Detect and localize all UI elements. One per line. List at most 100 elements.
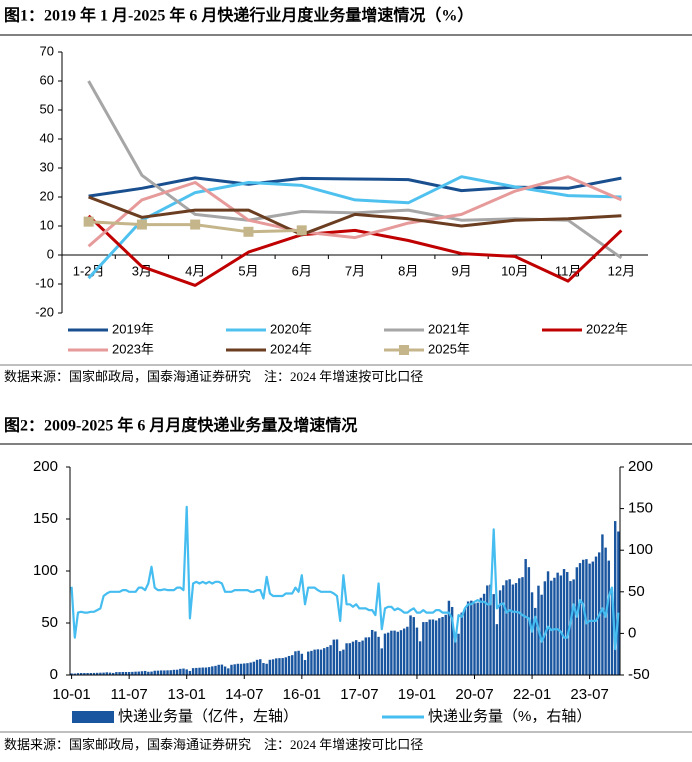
source-note: 数据来源：国家邮政局，国泰海通证券研究 注：2024 年增速按可比口径 [4,369,423,384]
bar [566,572,569,675]
bar [492,594,495,675]
x-tick-label: 10月 [501,263,528,278]
bar [482,593,486,675]
bar [185,669,188,675]
bar [303,660,307,675]
bar [243,663,246,675]
bar [479,597,483,675]
marker [83,216,94,227]
legend-label: 2023年 [112,341,154,356]
bar [217,664,220,675]
x-tick-label: 22-01 [513,686,551,703]
bar [406,626,409,675]
x-tick-label: 12月 [608,263,635,278]
bar [514,583,518,675]
x-tick-label: 4月 [185,263,205,278]
bar [502,585,505,675]
bar [83,673,86,675]
bar [281,658,284,675]
bar [294,651,297,675]
bar [265,663,268,675]
bar [572,579,575,675]
x-tick-label: 1-2月 [73,263,105,278]
bar [380,648,383,675]
bar [166,670,169,675]
bar [156,670,160,675]
bar [601,534,604,675]
bar [127,671,131,675]
x-tick-label: 6月 [292,263,312,278]
bar [438,618,441,675]
bar [323,648,326,675]
bar [70,673,73,675]
marker [136,219,147,230]
x-tick-label: 7月 [345,263,365,278]
bar [508,579,511,675]
y-tick-label: 150 [33,510,58,527]
bar [259,659,262,675]
bar [227,668,230,675]
y2-tick-label: 150 [628,500,653,517]
legend-label: 2019年 [112,321,154,336]
bar [594,556,598,675]
bar [275,658,278,675]
bar [342,649,345,675]
y2-tick-label: 200 [628,458,653,475]
bar [115,672,118,675]
bar [313,649,316,675]
bar [230,664,233,675]
bar [271,659,275,675]
bar [79,673,83,675]
bar [191,668,195,675]
marker [243,226,254,237]
bar [255,659,259,675]
bar [399,630,403,675]
line [87,175,622,248]
bar [613,521,617,675]
x-tick-label: 20-07 [455,686,493,703]
bar [239,663,243,675]
bar [332,639,336,675]
bar [262,663,265,675]
bar [396,631,399,675]
bar [278,658,281,675]
bar [383,633,387,675]
bar [297,650,300,675]
y2-tick-label: 50 [628,583,645,600]
bar [505,580,508,675]
bar [374,631,377,675]
bar [415,627,419,675]
bar [169,670,172,675]
bar [319,649,323,675]
bar [473,603,476,675]
bar [390,630,393,675]
bar [559,575,563,675]
bar [204,667,208,675]
y-tick-label: 100 [33,562,58,579]
bar [246,663,249,675]
bar [425,621,428,675]
source-note: 数据来源：国家邮政局，国泰海通证券研究 注：2024 年增速按可比口径 [4,737,423,752]
bar [578,563,582,675]
bar [108,672,112,675]
bar [249,662,252,675]
legend-label: 2020年 [270,321,312,336]
bar [386,632,390,675]
bar [143,670,147,675]
bar [607,560,611,675]
bar [591,561,595,675]
y-tick-label: 60 [40,72,54,87]
bar [92,672,96,675]
y-tick-label: 20 [40,188,54,203]
bar [447,600,451,675]
bar [582,559,585,675]
bar [175,669,179,675]
bar [131,671,134,675]
y2-tick-label: 0 [628,624,636,641]
x-tick-label: 19-01 [398,686,436,703]
bar [338,651,342,675]
bar [150,671,153,675]
bar [476,602,479,675]
bar [546,571,550,675]
